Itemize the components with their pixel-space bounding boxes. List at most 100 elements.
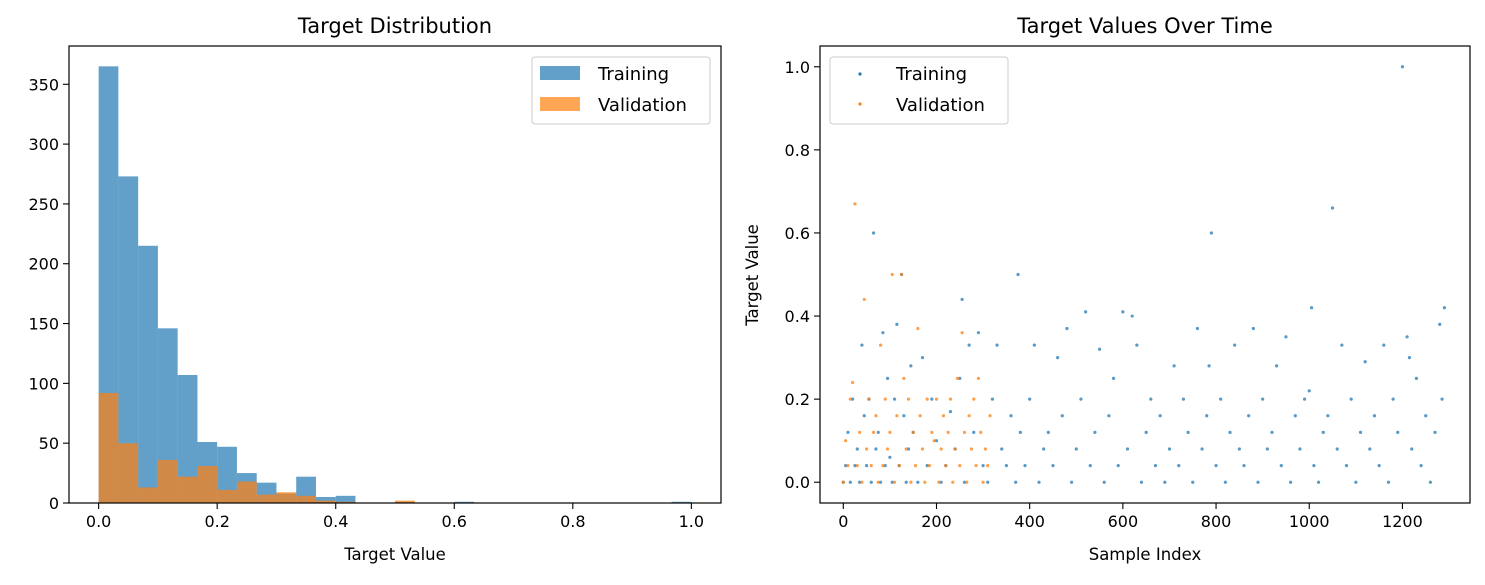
- scatter-point-validation: [958, 464, 962, 468]
- scatter-x-tick-label: 200: [921, 512, 952, 531]
- scatter-point-training: [1270, 430, 1274, 434]
- scatter-point-training: [844, 464, 848, 468]
- scatter-point-training: [892, 397, 897, 401]
- histogram-bar-validation: [98, 392, 119, 503]
- scatter-point-training: [1330, 206, 1335, 210]
- scatter-point-training: [1349, 397, 1353, 401]
- scatter-point-training: [1116, 464, 1120, 468]
- scatter-point-training: [1368, 447, 1372, 451]
- scatter-point-training: [1247, 414, 1251, 418]
- scatter-point-training: [948, 410, 953, 414]
- scatter-title: Target Values Over Time: [1016, 14, 1273, 38]
- scatter-point-training: [1167, 447, 1172, 451]
- scatter-point-training: [1251, 326, 1255, 331]
- scatter-point-validation: [939, 447, 943, 451]
- scatter-point-validation: [986, 464, 990, 468]
- histogram-x-tick-label: 0.4: [323, 512, 348, 531]
- histogram-x-tick-label: 0.2: [204, 512, 229, 531]
- scatter-point-training: [995, 343, 999, 347]
- scatter-point-validation: [909, 480, 913, 484]
- scatter-point-validation: [944, 464, 948, 468]
- histogram-y-tick-label: 350: [28, 75, 59, 94]
- scatter-point-training: [1195, 326, 1200, 331]
- scatter-point-training: [1307, 389, 1311, 393]
- scatter-y-axis-label: Target Value: [743, 224, 762, 327]
- histogram-bar-training: [335, 495, 356, 503]
- scatter-point-training: [1000, 447, 1004, 451]
- scatter-point-training: [1321, 430, 1325, 434]
- scatter-point-training: [878, 480, 883, 484]
- histogram-bar-validation: [217, 489, 237, 503]
- scatter-x-tick-label: 400: [1014, 512, 1045, 531]
- scatter-point-training: [1186, 430, 1190, 434]
- scatter-point-validation: [965, 480, 969, 484]
- histogram-bar-validation: [177, 476, 198, 503]
- scatter-point-training: [1093, 430, 1097, 434]
- scatter-point-training: [1088, 464, 1092, 468]
- scatter-point-training: [1009, 414, 1013, 418]
- histogram-bar-training: [177, 374, 198, 503]
- scatter-point-validation: [988, 414, 992, 418]
- scatter-point-training: [1316, 480, 1321, 484]
- scatter-point-validation: [867, 397, 871, 401]
- scatter-axes-frame: [819, 45, 1471, 504]
- scatter-point-training: [906, 447, 911, 451]
- scatter-point-validation: [983, 447, 988, 451]
- scatter-x-tick-label: 600: [1108, 512, 1139, 531]
- histogram-y-ticks: 0 50 100 150 200 250 300 350: [28, 75, 69, 513]
- scatter-point-training: [958, 376, 962, 380]
- histogram-bar-validation: [276, 492, 297, 503]
- scatter-point-training: [881, 331, 885, 335]
- histogram-legend-label-validation: Validation: [598, 95, 687, 116]
- scatter-point-training: [1158, 414, 1162, 418]
- scatter-point-training: [1335, 447, 1339, 451]
- scatter-point-training: [904, 480, 908, 484]
- scatter-point-training: [990, 397, 995, 401]
- histogram-x-tick-label: 0.6: [442, 512, 467, 531]
- histogram-bar-validation: [157, 459, 178, 503]
- scatter-point-training: [1200, 447, 1204, 451]
- scatter-point-training: [1309, 306, 1314, 310]
- scatter-point-training: [869, 480, 873, 484]
- scatter-point-training: [981, 464, 985, 468]
- histogram-bar-training: [157, 328, 178, 503]
- histogram-x-tick-label: 0.0: [86, 512, 111, 531]
- scatter-point-training: [1223, 480, 1227, 484]
- scatter-point-validation: [853, 202, 857, 206]
- scatter-point-training: [1386, 480, 1391, 484]
- scatter-point-training: [1363, 360, 1367, 364]
- histogram-bar-validation: [236, 481, 257, 503]
- scatter-point-training: [1083, 310, 1088, 314]
- scatter-point-training: [1284, 335, 1288, 339]
- scatter-point-validation: [927, 464, 932, 468]
- scatter-point-validation: [934, 397, 939, 401]
- histogram-x-axis-label: Target Value: [343, 545, 446, 564]
- scatter-point-validation: [897, 464, 901, 468]
- scatter-point-training: [864, 464, 869, 468]
- scatter-chart: Target Values Over Time 0 200 400 600 800 100…: [743, 14, 1471, 564]
- scatter-legend-box: [829, 56, 1009, 125]
- scatter-point-training: [1125, 447, 1130, 451]
- scatter-point-training: [1107, 414, 1111, 418]
- scatter-point-training: [1400, 65, 1405, 69]
- scatter-point-training: [1097, 347, 1102, 351]
- scatter-point-validation: [855, 464, 859, 468]
- scatter-point-training: [1424, 414, 1428, 418]
- scatter-point-training: [1219, 397, 1223, 401]
- scatter-point-validation: [923, 480, 927, 484]
- scatter-point-validation: [871, 430, 876, 434]
- scatter-point-validation: [860, 480, 864, 484]
- scatter-point-training: [1407, 355, 1412, 360]
- scatter-y-tick-label: 0.8: [785, 141, 810, 160]
- scatter-point-training: [1340, 343, 1344, 347]
- histogram-bar-training: [315, 497, 336, 503]
- scatter-point-validation: [892, 480, 897, 484]
- scatter-point-training: [939, 480, 943, 484]
- scatter-point-training: [1028, 397, 1032, 401]
- scatter-point-training: [1181, 397, 1186, 401]
- scatter-point-training: [1256, 480, 1260, 484]
- histogram-bar-validation: [256, 494, 277, 503]
- scatter-point-training: [890, 480, 894, 484]
